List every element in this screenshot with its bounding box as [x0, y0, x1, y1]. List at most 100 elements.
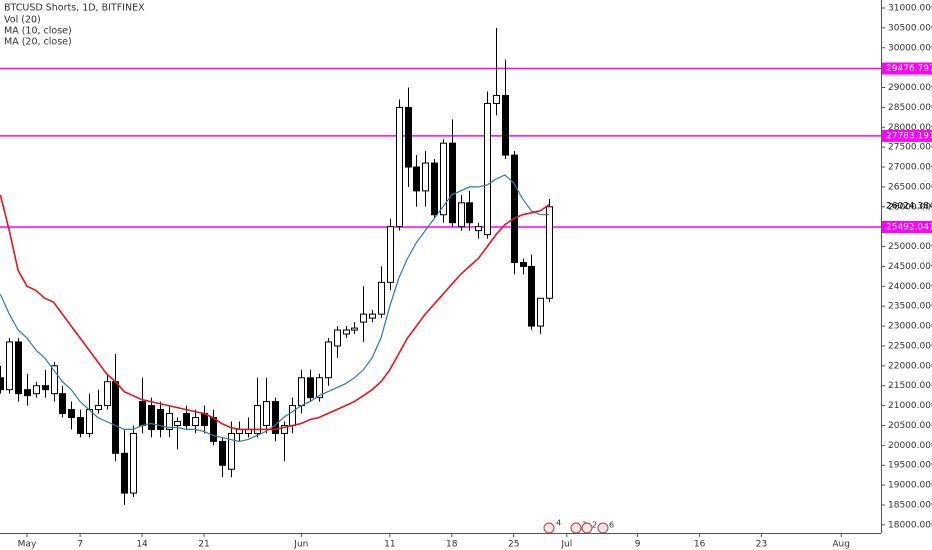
candle-body [520, 261, 527, 267]
y-tick-label: 27500.0000 [888, 143, 932, 153]
candle-body [431, 162, 438, 216]
event-icon[interactable] [581, 522, 593, 534]
y-tick-label: 23500.0000 [888, 302, 932, 312]
price-level-tag [882, 129, 932, 142]
candle-body [210, 417, 217, 442]
candle-body [86, 409, 93, 434]
candle-body [219, 440, 226, 466]
x-tick-label: 11 [384, 540, 395, 550]
candle-body [148, 405, 155, 430]
y-tick-label: 18000.0000 [888, 520, 932, 530]
y-tick-label: 26000.0000 [888, 202, 932, 212]
candle-body [325, 341, 332, 379]
y-tick-label: 21500.0000 [888, 381, 932, 391]
candle-body [228, 432, 235, 470]
event-marker[interactable]: 4 [543, 519, 561, 534]
candle-body [316, 377, 323, 399]
candle-body [493, 94, 500, 104]
x-tick-label: 18 [446, 540, 458, 550]
candle-body [33, 385, 40, 395]
y-tick-label: 22000.0000 [888, 361, 932, 371]
moving-average-line [0, 174, 550, 443]
candle-body [360, 313, 367, 323]
event-icon[interactable] [570, 522, 582, 534]
y-tick-label: 19500.0000 [888, 461, 932, 471]
price-level-label: 29476.7975 [886, 64, 932, 74]
candle-body [289, 405, 296, 426]
candle-body [537, 297, 544, 327]
candle-body [528, 265, 535, 327]
event-count: 2 [592, 521, 597, 530]
x-tick-label: 21 [198, 540, 209, 550]
event-marker[interactable]: 6 [597, 521, 614, 534]
y-tick-label: 23000.0000 [888, 322, 932, 332]
candle-body [121, 452, 128, 494]
y-tick-label: 28000.0000 [888, 123, 932, 133]
y-tick-label: 29000.0000 [888, 83, 932, 93]
last-price-label: 26024.3847 [886, 201, 932, 211]
price-level-label: 25492.0416 [886, 222, 932, 232]
candle-body [369, 313, 376, 319]
candle-body [59, 393, 66, 415]
x-tick-label: 23 [756, 540, 767, 550]
candle-body [422, 162, 429, 192]
y-tick-label: 26500.0000 [888, 182, 932, 192]
x-tick-label: Jun [293, 540, 308, 550]
candle-body [0, 377, 4, 391]
y-tick-label: 31000.0000 [888, 3, 932, 13]
y-tick-label: 20500.0000 [888, 421, 932, 431]
candle-body [378, 281, 385, 315]
candle-body [157, 409, 164, 430]
x-tick-label: Jul [560, 540, 572, 550]
candle-body [104, 381, 111, 407]
event-count: 6 [609, 521, 614, 530]
candle-body [112, 381, 119, 454]
x-tick-label: 25 [508, 540, 519, 550]
candle-body [440, 142, 447, 216]
candle-body [351, 327, 358, 331]
candle-body [334, 329, 341, 347]
x-tick-label: 7 [77, 540, 83, 550]
candle-body [466, 202, 473, 224]
legend-entry: MA (10, close) [4, 26, 72, 37]
candle-body [307, 377, 314, 399]
x-tick-label: Aug [832, 540, 850, 550]
plot-area [0, 27, 881, 505]
x-tick-label: 16 [694, 540, 706, 550]
y-tick-label: 28500.0000 [888, 103, 932, 113]
candle-body [298, 377, 305, 407]
candle-body [42, 385, 49, 391]
chart-title: BTCUSD Shorts, 1D, BITFINEX [4, 3, 145, 14]
candle-body [174, 420, 181, 426]
moving-average-line [0, 194, 550, 431]
candle-body [272, 401, 279, 434]
x-tick-label: 14 [136, 540, 148, 550]
candle-body [130, 432, 137, 494]
price-level-tag [882, 220, 932, 233]
candle-body [546, 206, 553, 299]
y-tick-label: 19000.0000 [888, 481, 932, 491]
y-tick-label: 22500.0000 [888, 341, 932, 351]
candle-body [183, 413, 190, 426]
candle-body [139, 401, 146, 426]
candle-body [24, 389, 31, 397]
event-icon[interactable] [597, 522, 609, 534]
event-marker[interactable]: 2 [581, 521, 597, 534]
candle-body [458, 202, 465, 228]
candle-body [68, 409, 75, 419]
event-icon[interactable] [543, 522, 555, 534]
candle-body [6, 341, 13, 391]
event-count: 4 [556, 519, 561, 528]
x-tick-label: May [18, 540, 37, 550]
y-tick-label: 21000.0000 [888, 401, 932, 411]
candle-body [405, 106, 412, 168]
candle-body [475, 226, 482, 232]
price-level-tag [882, 62, 932, 75]
candle-body [449, 142, 456, 224]
y-tick-label: 24500.0000 [888, 262, 932, 272]
y-tick-label: 27000.0000 [888, 163, 932, 173]
y-tick-label: 18500.0000 [888, 500, 932, 510]
y-tick-label: 30000.0000 [888, 43, 932, 53]
